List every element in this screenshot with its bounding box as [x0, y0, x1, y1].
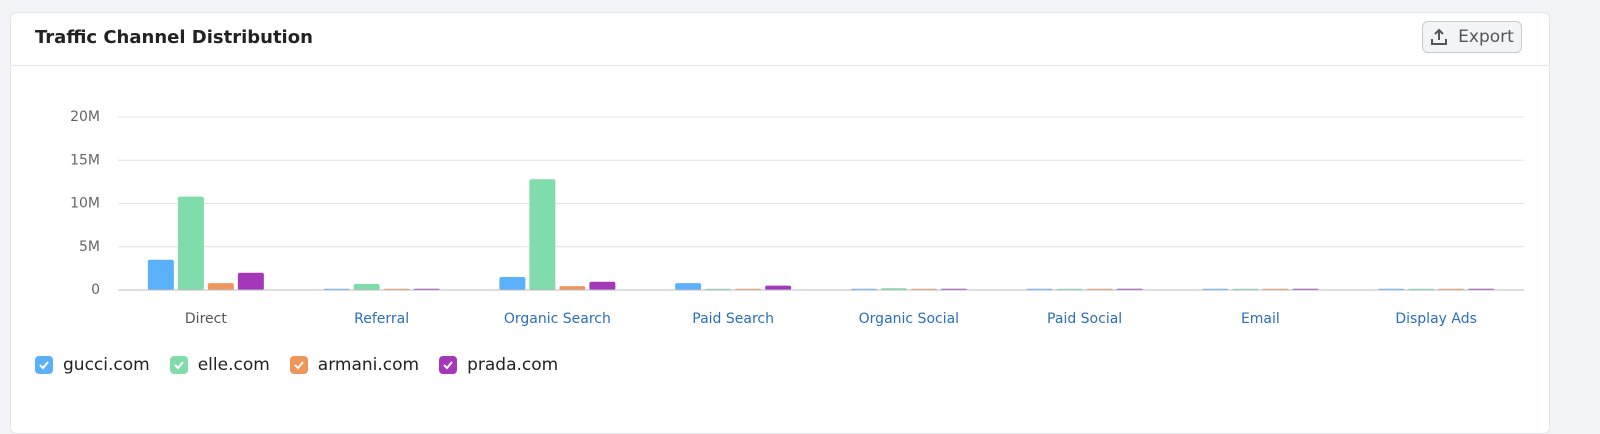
bar: [675, 283, 702, 290]
check-icon: [173, 361, 184, 370]
bar: [147, 259, 174, 290]
bar: [207, 283, 234, 290]
bar: [765, 285, 792, 290]
check-icon: [294, 361, 304, 370]
x-tick-label: Organic Search: [504, 311, 611, 327]
bar: [499, 277, 526, 290]
export-icon: [1431, 28, 1448, 45]
y-tick-label: 20M: [70, 109, 100, 125]
export-label: Export: [1458, 27, 1514, 47]
legend-item[interactable]: prada.com: [439, 355, 558, 375]
chart: 0 5M 10M 15M 20M Direct Referral Organic Search…: [70, 109, 1524, 327]
x-tick-label: Referral: [354, 311, 409, 327]
bar: [529, 179, 556, 290]
bar: [559, 286, 586, 290]
y-tick-label: 0: [91, 282, 100, 298]
legend-label: elle.com: [197, 355, 270, 375]
legend-label: gucci.com: [63, 355, 150, 375]
x-tick-label: Direct: [185, 311, 227, 327]
x-tick-label: Paid Search: [692, 311, 774, 327]
export-button[interactable]: Export: [1422, 21, 1522, 53]
y-tick-label: 10M: [70, 196, 100, 212]
legend-checkbox[interactable]: [35, 356, 53, 374]
x-tick-label: Display Ads: [1395, 311, 1477, 327]
x-tick-label: Paid Social: [1047, 311, 1122, 327]
check-icon: [443, 361, 453, 370]
legend-item[interactable]: armani.com: [289, 355, 420, 375]
legend-checkbox[interactable]: [169, 356, 188, 374]
legend-checkbox[interactable]: [439, 356, 458, 374]
x-tick-label: Email: [1241, 311, 1280, 327]
legend-label: prada.com: [467, 355, 559, 375]
chart-title: Traffic Channel Distribution: [35, 27, 313, 48]
legend-label: armani.com: [317, 355, 420, 375]
x-tick-label: Organic Social: [859, 311, 959, 327]
check-icon: [39, 361, 49, 370]
bar: [177, 196, 204, 290]
bar: [589, 281, 616, 290]
bar: [353, 283, 380, 290]
legend: gucci.com elle.com armani.com prada.com: [35, 355, 558, 375]
y-tick-label: 5M: [79, 239, 100, 255]
legend-item[interactable]: gucci.com: [35, 355, 150, 375]
card-header: Traffic Channel Distribution Export: [11, 13, 1549, 66]
legend-item[interactable]: elle.com: [169, 355, 270, 375]
bar: [237, 272, 264, 290]
card: Traffic Channel Distribution Export gucc…: [10, 12, 1550, 434]
legend-checkbox[interactable]: [289, 356, 308, 374]
y-tick-label: 15M: [70, 152, 100, 168]
